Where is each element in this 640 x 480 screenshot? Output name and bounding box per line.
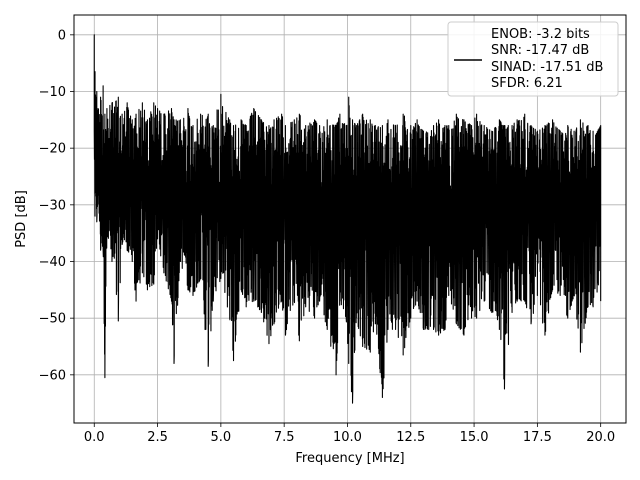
x-axis-label: Frequency [MHz]: [295, 451, 404, 466]
y-tick-label: −20: [39, 142, 66, 157]
psd-trace: [93, 34, 602, 404]
x-tick-label: 10.0: [333, 430, 362, 445]
x-tick-label: 2.5: [147, 430, 168, 445]
x-axis: 0.0 2.5 5.0 7.5 10.0 12.5 15.0 17.5 20.0: [84, 423, 615, 445]
legend-entry-sinad: SINAD: -17.51 dB: [491, 60, 603, 75]
y-tick-label: −50: [39, 312, 66, 327]
y-tick-label: −30: [39, 198, 66, 213]
legend-entry-enob: ENOB: -3.2 bits: [491, 27, 590, 42]
y-tick-label: −40: [39, 255, 66, 270]
x-tick-label: 5.0: [211, 430, 232, 445]
y-tick-label: 0: [58, 28, 66, 43]
y-axis: 0 −10 −20 −30 −40 −50 −60: [39, 28, 74, 383]
x-tick-label: 15.0: [460, 430, 489, 445]
legend-box: [447, 21, 619, 97]
legend-entry-snr: SNR: -17.47 dB: [491, 43, 589, 58]
x-tick-label: 20.0: [586, 430, 615, 445]
x-tick-label: 12.5: [396, 430, 425, 445]
plot-frame: [73, 14, 627, 424]
y-tick-label: −10: [39, 85, 66, 100]
legend-entry-sfdr: SFDR: 6.21: [491, 76, 563, 91]
y-axis-label: PSD [dB]: [14, 190, 29, 248]
y-tick-label: −60: [39, 368, 66, 383]
x-tick-label: 7.5: [274, 430, 295, 445]
x-tick-label: 0.0: [84, 430, 105, 445]
x-tick-label: 17.5: [523, 430, 552, 445]
psd-series: [93, 34, 602, 404]
legend: ENOB: -3.2 bits SNR: -17.47 dB SINAD: -1…: [447, 21, 619, 97]
